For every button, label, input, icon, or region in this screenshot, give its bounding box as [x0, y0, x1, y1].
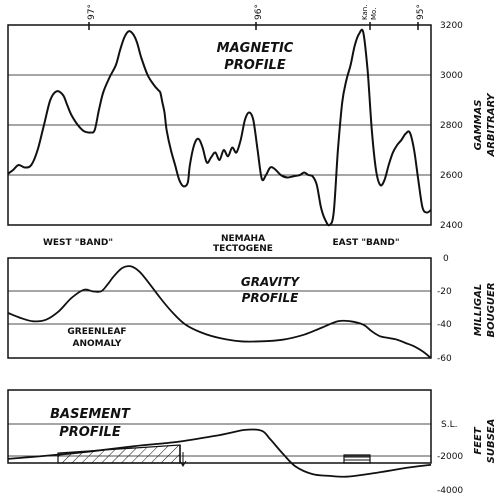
gravity-title-line1: GRAVITY — [241, 275, 301, 289]
basement-ylabel-line2: SUBSEA — [486, 419, 497, 464]
magnetic-series-line — [7, 28, 432, 227]
gravity-ytick: -60 — [437, 354, 452, 364]
magnetic-title-line2: PROFILE — [224, 58, 286, 73]
basement-ytick: -4000 — [437, 486, 463, 496]
magnetic-ytick: 2400 — [440, 221, 463, 231]
label-west-band: WEST "BAND" — [43, 238, 113, 248]
basement-fault-arrow — [179, 452, 187, 467]
greenleaf-label-line2: ANOMALY — [73, 339, 122, 349]
label-mo: Mo. — [370, 8, 378, 20]
label-95: 95° — [416, 4, 426, 20]
basement-title-line2: PROFILE — [59, 425, 121, 440]
magnetic-panel: MAGNETIC PROFILE 3200 3000 2800 2600 240… — [7, 21, 497, 231]
basement-ytick: S.L. — [441, 420, 457, 430]
label-kan: Kan. — [361, 5, 369, 20]
basement-east-hatched-block — [343, 454, 371, 464]
gravity-ylabel-line2: BOUGUER — [486, 282, 497, 337]
magnetic-ytick: 3200 — [440, 21, 463, 31]
magnetic-ytick: 2600 — [440, 171, 463, 181]
greenleaf-label-line1: GREENLEAF — [67, 327, 126, 337]
gravity-ytick: -20 — [437, 287, 452, 297]
label-97: 97° — [87, 4, 97, 20]
magnetic-title-line1: MAGNETIC — [217, 41, 294, 56]
magnetic-ytick: 2800 — [440, 121, 463, 131]
label-nemaha-1: NEMAHA — [221, 234, 265, 244]
basement-ylabel-line1: FEET — [473, 426, 484, 454]
magnetic-ytick: 3000 — [440, 71, 463, 81]
basement-title-line1: BASEMENT — [50, 407, 131, 422]
magnetic-ylabel-line1: GAMMAS — [473, 100, 484, 151]
basement-profile-line — [7, 428, 432, 478]
gravity-ylabel-line1: MILLIGAL — [473, 284, 484, 336]
gravity-series-line — [7, 265, 432, 359]
gravity-ytick: -40 — [437, 320, 452, 330]
gravity-title-line2: PROFILE — [242, 291, 300, 305]
gravity-frame — [7, 257, 432, 359]
gravity-grid — [8, 290, 431, 325]
label-nemaha-2: TECTOGENE — [213, 244, 273, 254]
label-east-band: EAST "BAND" — [332, 238, 399, 248]
gravity-ytick: 0 — [443, 254, 449, 264]
basement-panel: BASEMENT PROFILE S.L. -2000 -4000 FEET S… — [7, 389, 497, 496]
top-ticks: 97° 96° Kan. Mo. 95° — [87, 4, 426, 30]
basement-ytick: -2000 — [437, 452, 463, 462]
basement-frame — [7, 389, 432, 464]
label-96: 96° — [254, 4, 264, 20]
magnetic-ylabel-line2: ARBITRARY — [486, 92, 497, 158]
gravity-panel: GRAVITY PROFILE GREENLEAF ANOMALY 0 -20 … — [7, 254, 497, 364]
